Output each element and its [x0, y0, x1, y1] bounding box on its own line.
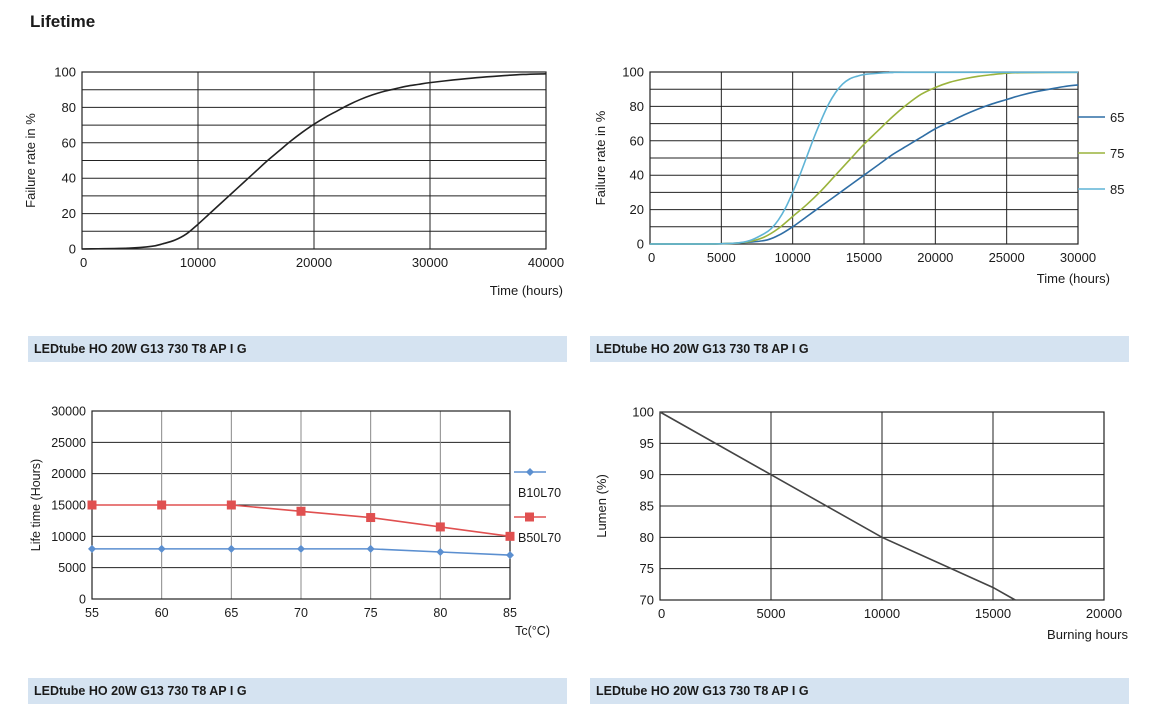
y-tick-label: 60: [62, 135, 76, 150]
y-tick-label: 80: [630, 99, 644, 114]
x-axis-title: Time (hours): [1037, 271, 1110, 286]
data-point-B10L70: [88, 544, 96, 553]
x-tick-label: 25000: [989, 250, 1025, 265]
y-tick-label: 80: [62, 100, 76, 115]
legend-label-B10L70: B10L70: [518, 486, 561, 500]
y-tick-label: 10000: [51, 530, 86, 544]
y-tick-label: 40: [630, 168, 644, 183]
data-point-B10L70: [157, 544, 166, 553]
legend-label-B50L70: B50L70: [518, 531, 561, 545]
data-point-B50L70: [87, 500, 97, 510]
plot-frame: [649, 71, 1079, 245]
legend-marker-B50L70: [525, 512, 534, 522]
x-tick-label: 65: [224, 606, 238, 620]
x-tick-label: 20000: [917, 250, 953, 265]
series-line-main: [659, 411, 1016, 601]
y-tick-label: 100: [622, 65, 644, 80]
x-axis-title: Burning hours: [1047, 627, 1128, 642]
y-axis-title: Failure rate in %: [23, 113, 38, 208]
x-tick-label: 10000: [775, 250, 811, 265]
legend-marker-B10L70: [526, 468, 534, 476]
y-axis-title: Failure rate in %: [593, 110, 608, 205]
data-point-B50L70: [435, 522, 445, 532]
series-line-75: [649, 71, 1079, 245]
y-tick-label: 100: [632, 405, 654, 420]
legend-label-65: 65: [1110, 110, 1124, 125]
y-tick-label: 95: [640, 436, 654, 451]
x-tick-label: 0: [658, 606, 665, 621]
data-point-B10L70: [227, 544, 236, 553]
y-tick-label: 20: [630, 202, 644, 217]
x-tick-label: 5000: [757, 606, 786, 621]
x-axis-title: Tc(°C): [515, 624, 550, 638]
caption-chart-2: LEDtube HO 20W G13 730 T8 AP I G: [590, 336, 1129, 362]
x-tick-label: 5000: [707, 250, 736, 265]
x-tick-label: 75: [364, 606, 378, 620]
data-point-B50L70: [296, 506, 306, 516]
y-tick-label: 25000: [51, 436, 86, 450]
data-point-B50L70: [505, 531, 515, 541]
y-axis-title: Lumen (%): [594, 474, 609, 538]
x-tick-label: 0: [648, 250, 655, 265]
y-tick-label: 90: [640, 467, 654, 482]
x-tick-label: 20000: [1086, 606, 1122, 621]
y-tick-label: 40: [62, 171, 76, 186]
y-tick-label: 70: [640, 593, 654, 608]
x-tick-label: 15000: [975, 606, 1011, 621]
data-point-B10L70: [436, 548, 445, 556]
y-tick-label: 80: [640, 530, 654, 545]
caption-chart-4: LEDtube HO 20W G13 730 T8 AP I G: [590, 678, 1129, 704]
lumen-maintenance-chart: 70 75 80 85 90 95 100 0 5000 10000 15000 20000 Lumen…: [594, 405, 1128, 643]
caption-chart-1: LEDtube HO 20W G13 730 T8 AP I G: [28, 336, 567, 362]
page-title: Lifetime: [30, 12, 96, 31]
x-tick-label: 30000: [412, 255, 448, 270]
x-tick-label: 20000: [296, 255, 332, 270]
y-tick-label: 100: [54, 65, 76, 80]
y-tick-label: 20000: [51, 467, 86, 481]
y-tick-label: 5000: [58, 561, 86, 575]
x-tick-label: 0: [80, 255, 87, 270]
failure-rate-by-temperature-chart: 0 20 40 60 80 100 0 5000 10000 15000 20000 25000 300…: [593, 65, 1124, 287]
y-tick-label: 30000: [51, 405, 86, 419]
plot-frame: [659, 411, 1105, 601]
y-tick-label: 60: [630, 133, 644, 148]
lifetime-vs-tc-chart: 0 5000 10000 15000 20000 25000 30000 55 60 65 70 75…: [29, 405, 561, 639]
y-tick-label: 20: [62, 206, 76, 221]
data-point-B50L70: [157, 500, 167, 510]
y-tick-label: 85: [640, 499, 654, 514]
x-tick-label: 10000: [864, 606, 900, 621]
x-tick-label: 40000: [528, 255, 564, 270]
plot-frame: [81, 71, 547, 250]
y-tick-label: 75: [640, 561, 654, 576]
x-tick-label: 80: [433, 606, 447, 620]
data-point-B10L70: [366, 544, 375, 553]
data-point-B10L70: [506, 551, 514, 560]
data-point-B50L70: [366, 513, 376, 523]
data-point-B10L70: [297, 544, 305, 553]
caption-chart-3: LEDtube HO 20W G13 730 T8 AP I G: [28, 678, 567, 704]
x-tick-label: 10000: [180, 255, 216, 270]
data-point-B50L70: [226, 500, 236, 510]
x-tick-label: 60: [155, 606, 169, 620]
y-tick-label: 0: [637, 237, 644, 252]
x-tick-label: 70: [294, 606, 308, 620]
legend-label-75: 75: [1110, 146, 1124, 161]
x-tick-label: 55: [85, 606, 99, 620]
x-tick-label: 30000: [1060, 250, 1096, 265]
y-tick-label: 0: [69, 242, 76, 257]
series-line-85: [649, 71, 1079, 245]
failure-rate-chart: 0 20 40 60 80 100 0 10000 20000 30000 40000 Failure…: [23, 65, 564, 299]
y-axis-title: Life time (Hours): [29, 459, 43, 551]
y-tick-label: 15000: [51, 499, 86, 513]
x-tick-label: 15000: [846, 250, 882, 265]
x-tick-label: 85: [503, 606, 517, 620]
series-line-main: [81, 72, 547, 250]
legend-label-85: 85: [1110, 182, 1124, 197]
x-axis-title: Time (hours): [490, 283, 563, 298]
series-line-65: [649, 84, 1079, 245]
y-tick-label: 0: [79, 593, 86, 607]
